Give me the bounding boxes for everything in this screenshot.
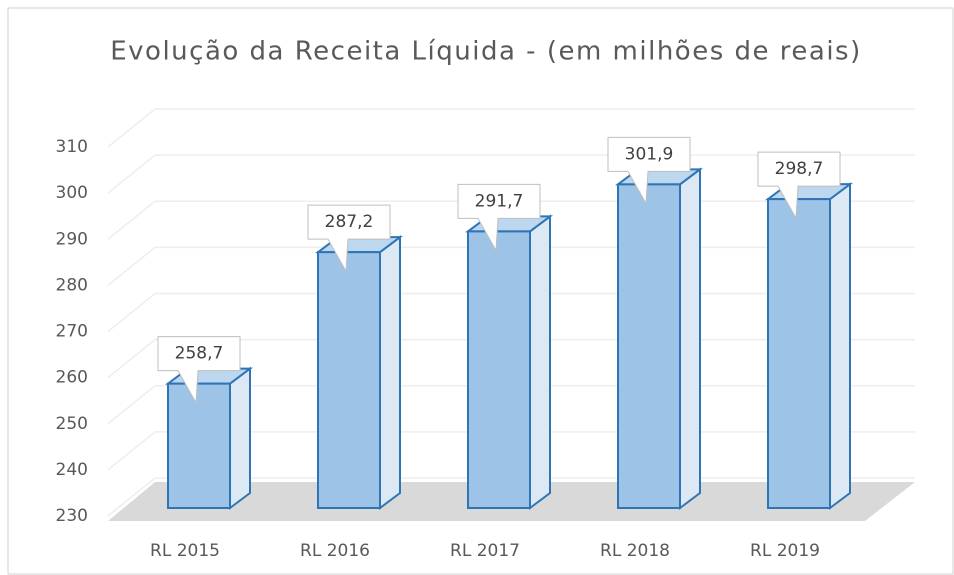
x-tick-label: RL 2019 — [750, 541, 820, 561]
bar-side — [829, 182, 851, 510]
y-tick-label: 280 — [56, 275, 88, 295]
x-tick-label: RL 2017 — [450, 541, 520, 561]
bar-side — [379, 235, 401, 510]
bar-side — [679, 167, 701, 510]
data-label: 258,7 — [175, 344, 224, 364]
data-label: 287,2 — [325, 212, 374, 232]
data-label: 291,7 — [475, 191, 524, 211]
x-tick-label: RL 2015 — [150, 541, 220, 561]
data-label: 298,7 — [775, 159, 824, 179]
x-tick-label: RL 2018 — [600, 541, 670, 561]
bar — [767, 198, 831, 509]
y-tick-label: 250 — [56, 414, 88, 434]
data-label: 301,9 — [625, 144, 674, 164]
chart-title: Evolução da Receita Líquida - (em milhõe… — [110, 37, 862, 67]
y-tick-label: 300 — [56, 183, 88, 203]
y-tick-label: 260 — [56, 368, 88, 388]
data-label-box — [157, 336, 241, 405]
bar-side — [529, 214, 551, 510]
data-label-box — [757, 151, 841, 220]
y-tick-label: 290 — [56, 229, 88, 249]
grid-line — [107, 108, 915, 148]
bar — [167, 382, 231, 509]
x-tick-label: RL 2016 — [300, 541, 370, 561]
bar — [317, 251, 381, 509]
data-label-box — [457, 183, 541, 253]
y-tick-label: 240 — [56, 460, 88, 480]
y-tick-label: 310 — [56, 137, 88, 157]
y-tick-label: 230 — [56, 506, 88, 526]
y-tick-label: 270 — [56, 322, 88, 342]
bar — [467, 230, 531, 509]
data-label-box — [307, 204, 391, 273]
bar-side — [229, 366, 251, 510]
bar — [617, 183, 681, 510]
data-label-box — [607, 136, 691, 206]
